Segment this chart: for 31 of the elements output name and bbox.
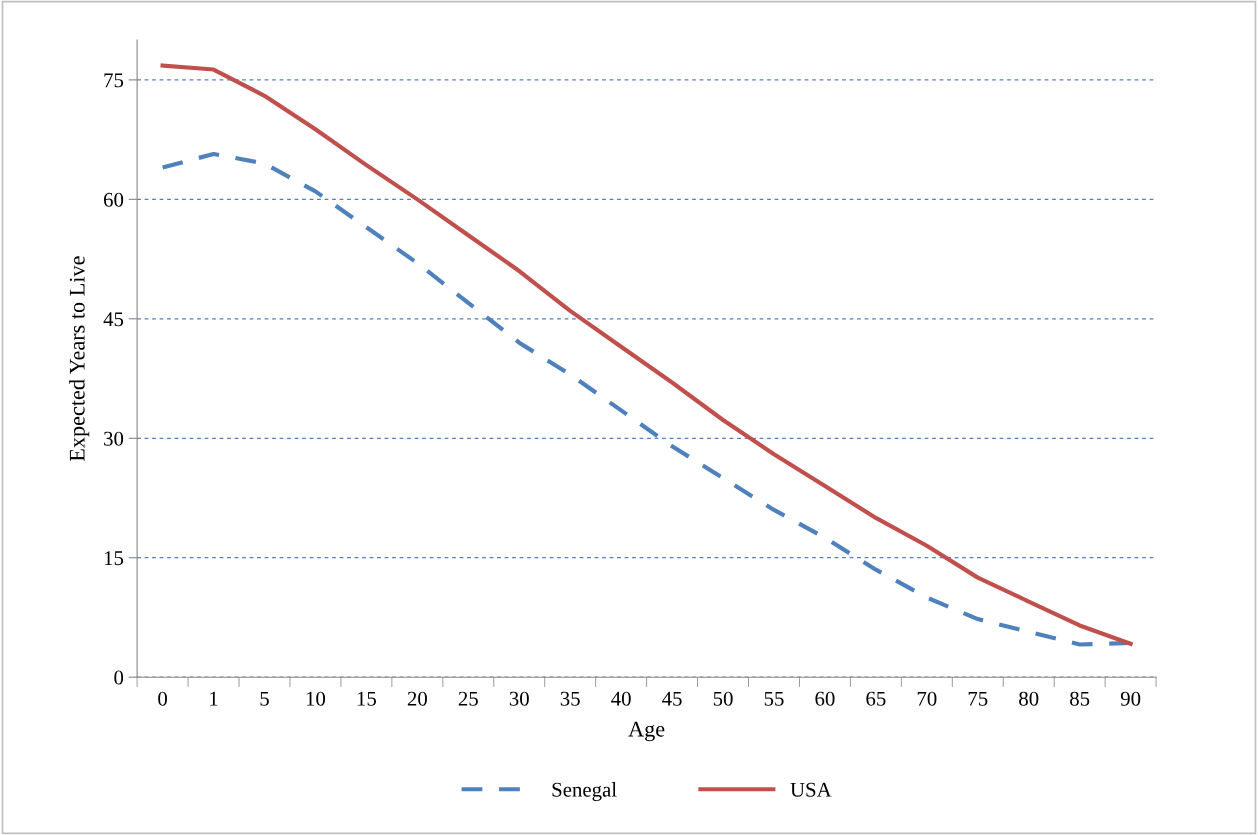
- x-tick-label: 1: [210, 691, 218, 706]
- y-tick-label: 45: [103, 312, 124, 327]
- x-tick-label: 30: [509, 691, 529, 706]
- x-tick-label: 35: [560, 691, 580, 706]
- legend-label: USA: [790, 782, 832, 797]
- x-tick-label: 80: [1019, 691, 1039, 706]
- y-axis-title: Expected Years to Live: [69, 256, 90, 462]
- y-tick-label: 75: [104, 73, 124, 88]
- y-tick-label: 15: [104, 551, 124, 566]
- x-tick-label: 5: [260, 691, 269, 706]
- x-tick-label: 70: [917, 691, 937, 706]
- x-tick-label: 90: [1120, 691, 1141, 706]
- x-axis-title: Age: [628, 721, 665, 742]
- x-tick-label: 60: [815, 691, 835, 706]
- x-tick-label: 15: [357, 691, 376, 706]
- x-tick-label: 40: [611, 691, 631, 706]
- x-tick-label: 65: [866, 691, 886, 706]
- x-tick-label: 10: [306, 691, 326, 706]
- x-tick-label: 0: [158, 691, 168, 706]
- y-tick-label: 30: [104, 431, 124, 446]
- x-tick-label: 85: [1070, 691, 1090, 706]
- y-tick-label: 60: [103, 192, 124, 207]
- x-tick-label: 55: [764, 691, 784, 706]
- x-tick-label: 45: [662, 691, 682, 706]
- legend-label: Senegal: [552, 782, 617, 802]
- x-tick-label: 50: [713, 691, 733, 706]
- x-tick-label: 75: [968, 691, 988, 706]
- x-tick-label: 25: [458, 691, 478, 706]
- y-tick-label: 0: [114, 670, 124, 685]
- x-tick-label: 20: [407, 691, 427, 706]
- line-series: [160, 63, 1133, 646]
